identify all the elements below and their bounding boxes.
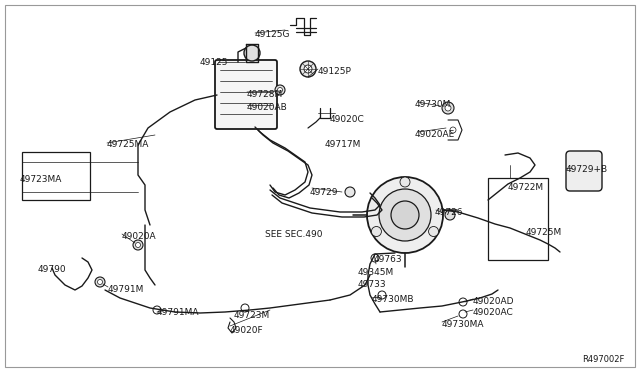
Bar (488, 178, 548, 260)
Text: SEE SEC.490: SEE SEC.490 (265, 230, 323, 239)
Circle shape (241, 304, 249, 312)
Text: 49730MB: 49730MB (372, 295, 415, 304)
Text: 49125P: 49125P (318, 67, 352, 76)
Text: 49722M: 49722M (508, 183, 544, 192)
Circle shape (378, 291, 386, 299)
Text: 49729: 49729 (310, 188, 339, 197)
Circle shape (459, 310, 467, 318)
Circle shape (153, 306, 161, 314)
Circle shape (95, 277, 105, 287)
Text: 49730M: 49730M (415, 100, 451, 109)
Circle shape (445, 105, 451, 111)
Text: 49733: 49733 (358, 280, 387, 289)
Text: 49020C: 49020C (330, 115, 365, 124)
Text: 49020AD: 49020AD (473, 297, 515, 306)
Text: 49717M: 49717M (325, 140, 362, 149)
Text: R497002F: R497002F (582, 355, 625, 364)
Text: 49020F: 49020F (230, 326, 264, 335)
Text: 49723M: 49723M (234, 311, 270, 320)
Circle shape (391, 201, 419, 229)
Circle shape (442, 102, 454, 114)
Circle shape (304, 65, 312, 73)
Circle shape (379, 189, 431, 241)
Text: 49791M: 49791M (108, 285, 145, 294)
Circle shape (345, 187, 355, 197)
Circle shape (429, 227, 438, 237)
Circle shape (278, 87, 282, 93)
Text: 49020AE: 49020AE (415, 130, 455, 139)
Circle shape (275, 85, 285, 95)
Text: 49791MA: 49791MA (157, 308, 200, 317)
Text: 49020A: 49020A (122, 232, 157, 241)
Circle shape (450, 127, 456, 133)
Text: 49729+B: 49729+B (566, 165, 608, 174)
Circle shape (136, 243, 141, 247)
Circle shape (445, 210, 455, 220)
Text: 49020AC: 49020AC (473, 308, 514, 317)
Circle shape (300, 61, 316, 77)
FancyBboxPatch shape (215, 60, 277, 129)
Text: 49125G: 49125G (255, 30, 291, 39)
Circle shape (459, 298, 467, 306)
Text: 49726: 49726 (435, 208, 463, 217)
Text: 49730MA: 49730MA (442, 320, 484, 329)
Circle shape (371, 254, 379, 262)
FancyBboxPatch shape (566, 151, 602, 191)
Circle shape (400, 177, 410, 187)
Text: 49725MA: 49725MA (107, 140, 149, 149)
Text: 49790: 49790 (38, 265, 67, 274)
Circle shape (244, 45, 260, 61)
Text: 49725M: 49725M (526, 228, 563, 237)
Circle shape (371, 227, 381, 237)
Bar (22, 152, 90, 200)
Text: 49723MA: 49723MA (20, 175, 62, 184)
Circle shape (367, 177, 443, 253)
Circle shape (133, 240, 143, 250)
Text: 49020AB: 49020AB (247, 103, 288, 112)
Circle shape (97, 279, 102, 285)
Text: 49345M: 49345M (358, 268, 394, 277)
Text: 49763: 49763 (374, 255, 403, 264)
Text: 49728M: 49728M (247, 90, 284, 99)
Text: 49125: 49125 (200, 58, 228, 67)
